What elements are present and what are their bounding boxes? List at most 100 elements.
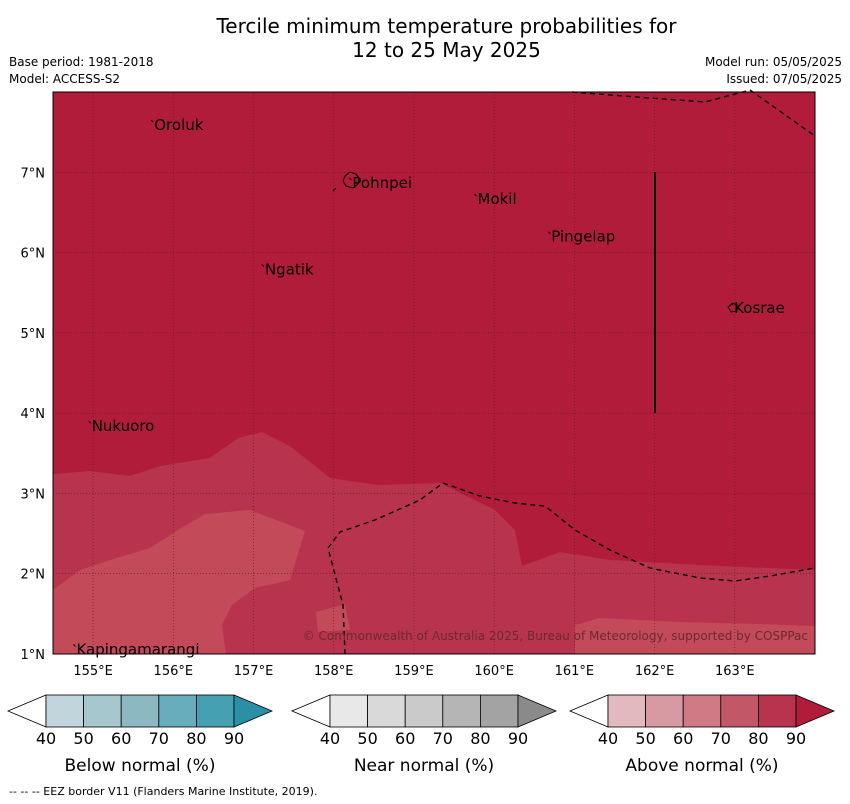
- lat-tick-label: 3°N: [21, 487, 46, 502]
- place-mokil: Mokil: [478, 190, 517, 208]
- legend-tick-label: 70: [711, 729, 731, 748]
- legend-tick-label: 50: [73, 729, 93, 748]
- lon-tick-label: 163°E: [715, 664, 755, 679]
- lon-tick-label: 158°E: [314, 664, 354, 679]
- place-pingelap: Pingelap: [551, 228, 615, 246]
- legend-swatch: [720, 694, 759, 728]
- legend-tick-label: 60: [111, 729, 131, 748]
- lon-tick-label: 157°E: [234, 664, 274, 679]
- legend-tick-label: 90: [508, 729, 528, 748]
- place-marker: [73, 644, 76, 647]
- legend-title: Below normal (%): [65, 756, 216, 776]
- legend-above-normal: 40 50 60 70 80 90 Above normal (%): [568, 694, 836, 776]
- legend-tick-label: 40: [36, 729, 56, 748]
- above-70-patch: [316, 604, 350, 632]
- lon-tick-label: 159°E: [394, 664, 434, 679]
- above-80-region: [53, 432, 815, 654]
- legend-swatch: [479, 694, 519, 728]
- base-period: Base period: 1981-2018: [9, 55, 154, 69]
- place-oroluk: Oroluk: [154, 116, 203, 134]
- model-name: Model: ACCESS-S2: [9, 72, 121, 86]
- eez-footnote: -- -- -- EEZ border V11 (Flanders Marine…: [9, 785, 318, 798]
- lon-tick-label: 160°E: [474, 664, 514, 679]
- title-line-1: Tercile minimum temperature probabilitie…: [216, 14, 677, 38]
- legend-swatch: [404, 694, 444, 728]
- legend-near-normal: 40 50 60 70 80 90 Near normal (%): [290, 694, 558, 776]
- longitude-ticks: 155°E 156°E 157°E 158°E 159°E 160°E 161°E 162°E…: [73, 664, 754, 679]
- legend-title: Above normal (%): [625, 756, 778, 776]
- legend-swatch: [607, 694, 646, 728]
- lon-tick-label: 156°E: [154, 664, 194, 679]
- legend-tick-label: 70: [433, 729, 453, 748]
- place-ngatik: Ngatik: [265, 261, 314, 279]
- lat-tick-label: 1°N: [21, 648, 46, 663]
- legend-title: Near normal (%): [354, 756, 494, 776]
- place-kosrae: Kosrae: [734, 299, 785, 317]
- place-nukuoro: Nukuoro: [92, 417, 155, 435]
- lat-tick-label: 7°N: [21, 166, 46, 181]
- legend-over-triangle: [517, 694, 558, 728]
- legend-swatch: [682, 694, 722, 728]
- legend-tick-label: 40: [598, 729, 618, 748]
- model-run: Model run: 05/05/2025: [704, 55, 842, 69]
- legend-tick-label: 80: [748, 729, 768, 748]
- lat-tick-label: 5°N: [21, 327, 46, 342]
- above-70-region: [53, 510, 305, 654]
- latitude-ticks: 7°N 6°N 5°N 4°N 3°N 2°N 1°N: [21, 166, 46, 663]
- legend-swatch: [83, 694, 122, 728]
- copyright-notice: © Commonwealth of Australia 2025, Bureau…: [303, 629, 808, 643]
- place-marker: [474, 193, 477, 197]
- eez-borders: [327, 89, 816, 655]
- legend-swatch: [158, 694, 197, 728]
- legend-swatch: [195, 694, 235, 728]
- ant-atoll-coast: [332, 187, 337, 192]
- title-line-2: 12 to 25 May 2025: [352, 38, 541, 62]
- legend-tick-label: 90: [224, 729, 244, 748]
- pohnpei-coast: [342, 171, 360, 189]
- eez-border-south: [327, 482, 816, 655]
- lon-tick-label: 162°E: [635, 664, 675, 679]
- place-marker: [730, 302, 734, 306]
- legend-tick-label: 70: [149, 729, 169, 748]
- legend-under-triangle: [6, 694, 47, 728]
- legend-swatch: [645, 694, 684, 728]
- legend-tick-label: 50: [357, 729, 377, 748]
- lat-tick-label: 6°N: [21, 247, 46, 262]
- legend-below-normal: 40 50 60 70 80 90 Below normal (%): [6, 694, 274, 776]
- legend-tick-label: 60: [673, 729, 693, 748]
- legend-tick-label: 50: [635, 729, 655, 748]
- place-marker: [349, 177, 352, 181]
- legend-under-triangle: [568, 694, 609, 728]
- legend-over-triangle: [233, 694, 274, 728]
- lon-tick-label: 161°E: [555, 664, 595, 679]
- place-marker: [547, 231, 551, 235]
- place-marker: [150, 119, 154, 123]
- legend-swatch: [442, 694, 481, 728]
- legend-swatch: [329, 694, 368, 728]
- map-svg: Oroluk Pohnpei Mokil Pingelap Ngatik Kosrae Nu…: [21, 89, 816, 679]
- eez-border-north: [571, 89, 816, 137]
- above-70-south-band: [575, 618, 815, 654]
- legend-tick-label: 90: [786, 729, 806, 748]
- legend-tick-label: 80: [470, 729, 490, 748]
- legend-over-triangle: [795, 694, 836, 728]
- place-marker: [261, 264, 265, 267]
- legends: 40 50 60 70 80 90 Below normal (%) 40 50 60 70 80 9…: [6, 694, 836, 776]
- legend-tick-label: 60: [395, 729, 415, 748]
- issued-date: Issued: 07/05/2025: [726, 72, 842, 86]
- legend-swatch: [45, 694, 84, 728]
- lat-tick-label: 4°N: [21, 407, 46, 422]
- legend-swatch: [120, 694, 160, 728]
- place-pohnpei: Pohnpei: [352, 174, 412, 192]
- legend-tick-label: 80: [186, 729, 206, 748]
- map-title: Tercile minimum temperature probabilitie…: [0, 14, 850, 62]
- legend-tick-label: 40: [320, 729, 340, 748]
- legend-under-triangle: [290, 694, 331, 728]
- meta-left: Base period: 1981-2018 Model: ACCESS-S2: [9, 54, 154, 88]
- meta-right: Model run: 05/05/2025 Issued: 07/05/2025: [705, 54, 842, 88]
- place-kapingamarangi: Kapingamarangi: [76, 640, 199, 658]
- place-marker: [88, 420, 92, 424]
- legend-swatch: [758, 694, 797, 728]
- legend-swatch: [367, 694, 406, 728]
- lon-tick-label: 155°E: [73, 664, 113, 679]
